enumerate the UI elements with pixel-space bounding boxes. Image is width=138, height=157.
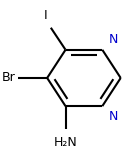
Text: Br: Br [2, 71, 15, 84]
Text: N: N [108, 110, 118, 123]
Text: I: I [44, 9, 48, 22]
Text: H₂N: H₂N [54, 135, 77, 149]
Text: N: N [108, 33, 118, 46]
